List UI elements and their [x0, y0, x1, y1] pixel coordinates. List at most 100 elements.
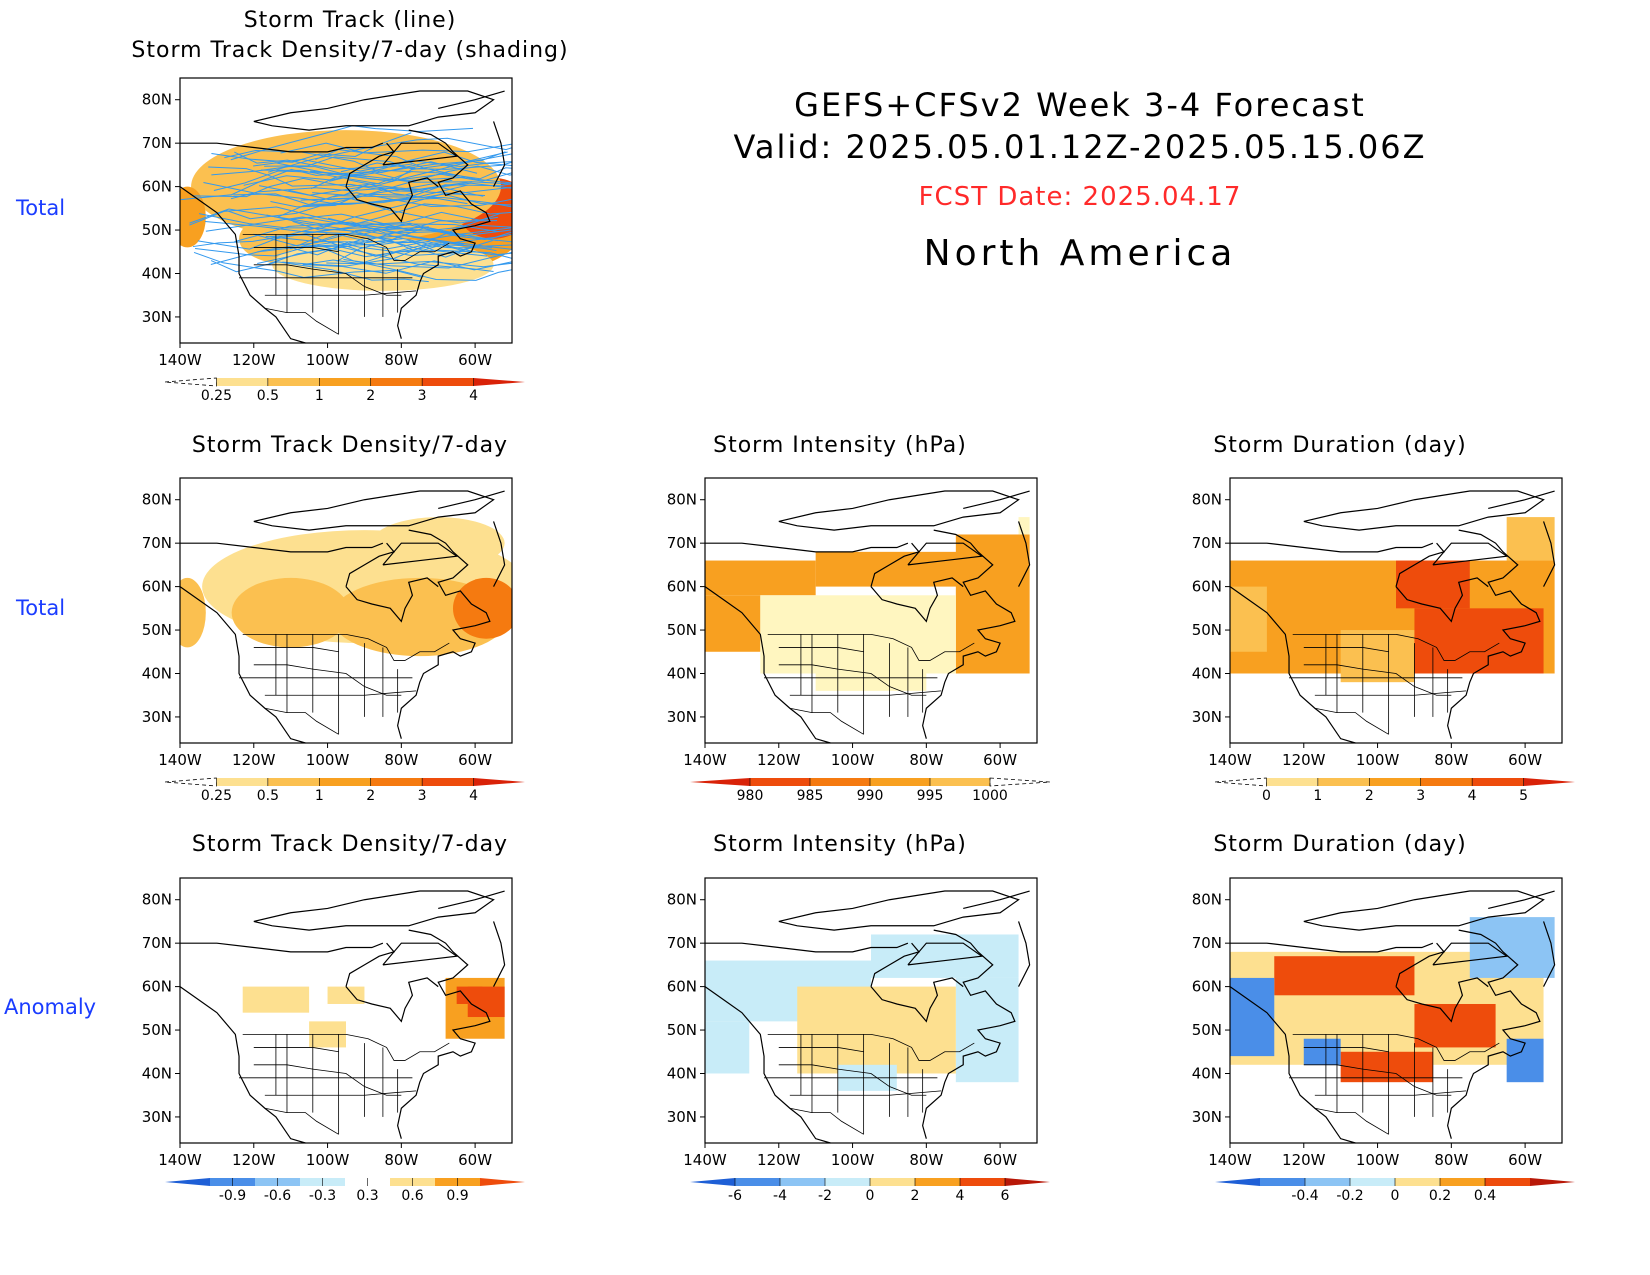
p7-borders [1289, 1033, 1500, 1135]
p3-shade-cell-2 [705, 595, 761, 652]
p1-cb-seg-4 [370, 378, 423, 386]
p5-borders [239, 1033, 450, 1135]
p7-coastline-8 [1542, 921, 1556, 987]
p3-coastlines [704, 490, 1031, 744]
p1-track-10 [277, 183, 512, 218]
p1-coastlines [179, 90, 506, 344]
p1-lat-label-2: 60N [142, 178, 172, 196]
p5-cb-label-5: 0.9 [446, 1188, 468, 1204]
p5-shade-cell-5 [456, 986, 483, 1004]
p7-cb-seg-7 [1530, 1178, 1575, 1186]
p4-coastline-4 [1230, 542, 1434, 553]
p4-border-10 [1303, 647, 1389, 653]
p5-coastline-4 [180, 942, 384, 953]
p3-lat-label-3: 50N [667, 621, 697, 639]
p2-cb-seg-0 [164, 777, 217, 787]
p1-track-47 [310, 167, 512, 190]
p4-lat-label-1: 70N [1192, 534, 1222, 552]
p1-cb-label-4: 3 [418, 388, 427, 404]
p3-cb-seg-3 [870, 778, 930, 786]
p5-lon-label-0: 140W [158, 1151, 202, 1169]
p2-cb-label-2: 1 [315, 788, 324, 804]
p3-lat-label-2: 60N [667, 578, 697, 596]
p6-lon-label-1: 120W [757, 1151, 801, 1169]
p6-frame [704, 877, 1038, 1144]
p3-lon-label-1: 120W [757, 751, 801, 769]
p4-cb-seg-1 [1266, 778, 1318, 786]
p6-cb-label-2: -2 [818, 1188, 832, 1204]
p1-track-45 [233, 193, 468, 205]
p2-border-12 [264, 690, 417, 696]
p7-border-10 [1303, 1047, 1389, 1053]
p1-coastline-3 [345, 142, 396, 187]
p1-coastline-2 [345, 177, 439, 223]
p7-cb-label-3: 0.2 [1429, 1188, 1451, 1204]
p6-colorbar: -6 -4 -2 0 2 4 6 [690, 1178, 1050, 1204]
p1-track-35 [225, 179, 453, 220]
p1-lon-label-4: 60W [458, 351, 492, 369]
p5-lat-label-4: 40N [142, 1064, 172, 1082]
p1-track-65 [326, 261, 512, 268]
p1-track-20 [288, 189, 499, 224]
main-title: GEFS+CFSv2 Week 3-4 Forecast [794, 86, 1366, 124]
panel1-title-line2: Storm Track Density/7-day (shading) [131, 38, 569, 63]
p2-cb-seg-3 [319, 778, 371, 786]
p1-track-34 [192, 222, 414, 248]
p2-lon-label-4: 60W [458, 751, 492, 769]
p4-lat-label-0: 80N [1192, 491, 1222, 509]
p2-cb-seg-4 [370, 778, 423, 786]
p3-coastline-6 [963, 490, 1030, 509]
p2-coastline-3 [345, 542, 396, 587]
p5-coastline-0 [179, 986, 306, 1144]
p1-track-5 [282, 244, 492, 267]
p1-storm-tracks [180, 125, 512, 283]
p6-border-12 [789, 1090, 942, 1096]
p2-coastline-8 [492, 521, 506, 587]
p3-cb-label-2: 990 [857, 788, 884, 804]
p4-cb-seg-3 [1369, 778, 1421, 786]
p1-track-50 [340, 161, 512, 173]
p3-shade-cell-0 [705, 560, 816, 596]
p7-shade-cell-2 [1414, 1003, 1496, 1048]
p2-lat-label-5: 30N [142, 708, 172, 726]
valid-period: Valid: 2025.05.01.12Z-2025.05.15.06Z [733, 128, 1427, 166]
p1-track-59 [205, 211, 483, 234]
p7-colorbar: -0.4 -0.2 0 0.2 0.4 [1215, 1178, 1575, 1204]
p1-lat-label-4: 40N [142, 264, 172, 282]
p5-coastline-3 [345, 942, 396, 987]
p1-lat-label-5: 30N [142, 308, 172, 326]
panel1-title-line1: Storm Track (line) [243, 8, 457, 33]
p4-shade-cell-5 [1230, 586, 1267, 652]
p4-coastline-1 [1447, 529, 1541, 739]
p1-track-7 [210, 260, 429, 283]
p3-cb-label-0: 980 [737, 788, 764, 804]
p7-cb-label-4: 0.4 [1474, 1188, 1496, 1204]
p7-shade-cell-7 [1506, 1038, 1544, 1083]
p4-cb-seg-4 [1420, 778, 1473, 786]
p1-coastline-5 [253, 90, 495, 131]
p6-cb-seg-3 [825, 1178, 870, 1186]
p4-lon-label-4: 60W [1508, 751, 1542, 769]
region-name: North America [923, 233, 1237, 274]
p4-cb-seg-0 [1214, 777, 1267, 787]
p7-border-12 [1314, 1090, 1467, 1096]
p6-cb-label-0: -6 [728, 1188, 742, 1204]
p7-lon-label-1: 120W [1282, 1151, 1326, 1169]
forecast-date: FCST Date: 2025.04.17 [918, 182, 1242, 212]
p1-border-10 [253, 247, 339, 253]
p2-cb-seg-1 [216, 778, 268, 786]
p4-border-1 [1314, 707, 1389, 735]
p3-coastline-7 [907, 542, 984, 566]
p2-shade-blob-4 [180, 577, 206, 648]
p6-lat-label-0: 80N [667, 891, 697, 909]
p4-frame [1229, 477, 1563, 744]
duration-anomaly-map: 80N 70N 60N 50N 40N 30N 140W 120W 100W 80W 60W -0.4… [1192, 877, 1575, 1204]
p1-lon-label-3: 80W [384, 351, 418, 369]
p2-coastlines [179, 490, 506, 744]
p4-shade-cell-1 [1506, 517, 1555, 561]
p2-coastline-1 [397, 529, 491, 739]
p3-cb-seg-4 [930, 778, 990, 786]
p3-coastline-3 [870, 542, 921, 587]
p5-cb-seg-0 [165, 1178, 210, 1186]
p7-shade-cell-6 [1303, 1038, 1341, 1065]
